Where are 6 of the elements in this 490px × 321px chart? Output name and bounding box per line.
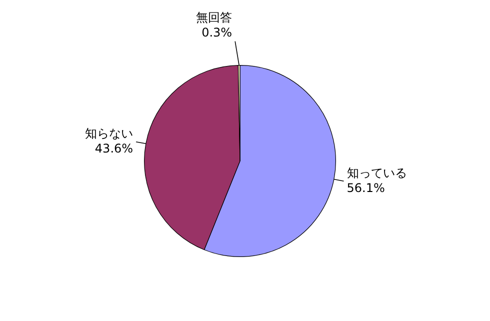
data-label: 43.6% xyxy=(94,141,134,156)
slice-label: 知らない xyxy=(85,126,134,140)
slice-label: 無回答 xyxy=(196,10,232,24)
data-label: 0.3% xyxy=(202,25,232,40)
slice-label: 知っている xyxy=(346,166,407,180)
data-label: 56.1% xyxy=(346,180,385,195)
